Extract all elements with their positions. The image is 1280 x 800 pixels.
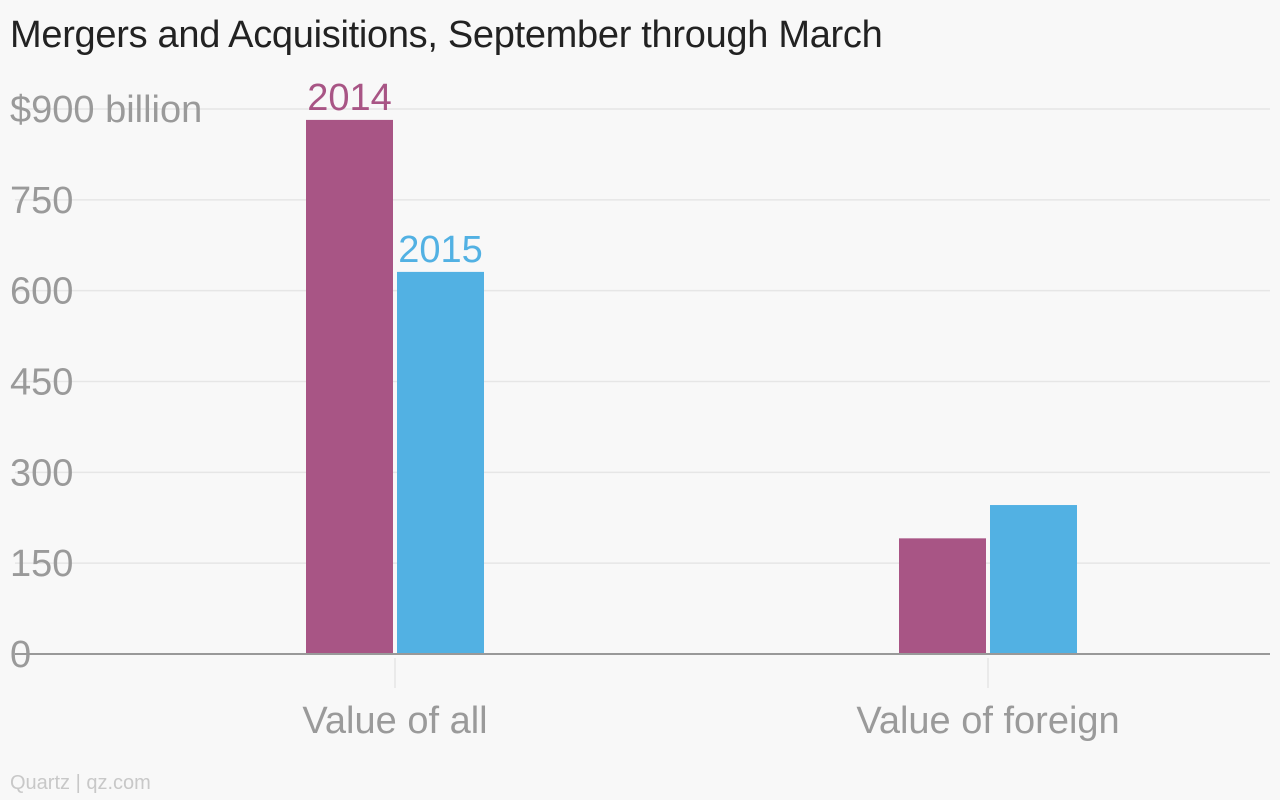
series-label-2015: 2015 (398, 229, 483, 271)
y-tick-label: 450 (10, 362, 73, 404)
bar-2014-0 (306, 119, 393, 654)
bar-2014-1 (899, 538, 986, 654)
y-tick-label: 600 (10, 271, 73, 313)
x-category-label: Value of all (302, 700, 487, 742)
bar-2015-1 (990, 505, 1077, 654)
chart-title: Mergers and Acquisitions, September thro… (10, 14, 883, 56)
bar-2015-0 (397, 271, 484, 654)
bars (306, 119, 1077, 654)
series-labels: 2014 2015 (307, 77, 483, 271)
series-label-2014: 2014 (307, 77, 392, 119)
y-tick-label: $900 billion (10, 89, 202, 131)
y-tick-label: 150 (10, 543, 73, 585)
gridlines (15, 108, 1270, 564)
x-axis (15, 653, 1270, 688)
y-tick-label: 750 (10, 180, 73, 222)
x-category-label: Value of foreign (856, 700, 1119, 742)
y-tick-label: 300 (10, 452, 73, 494)
x-axis-category-labels: Value of all Value of foreign (302, 700, 1119, 742)
source-credit: Quartz | qz.com (10, 772, 151, 794)
